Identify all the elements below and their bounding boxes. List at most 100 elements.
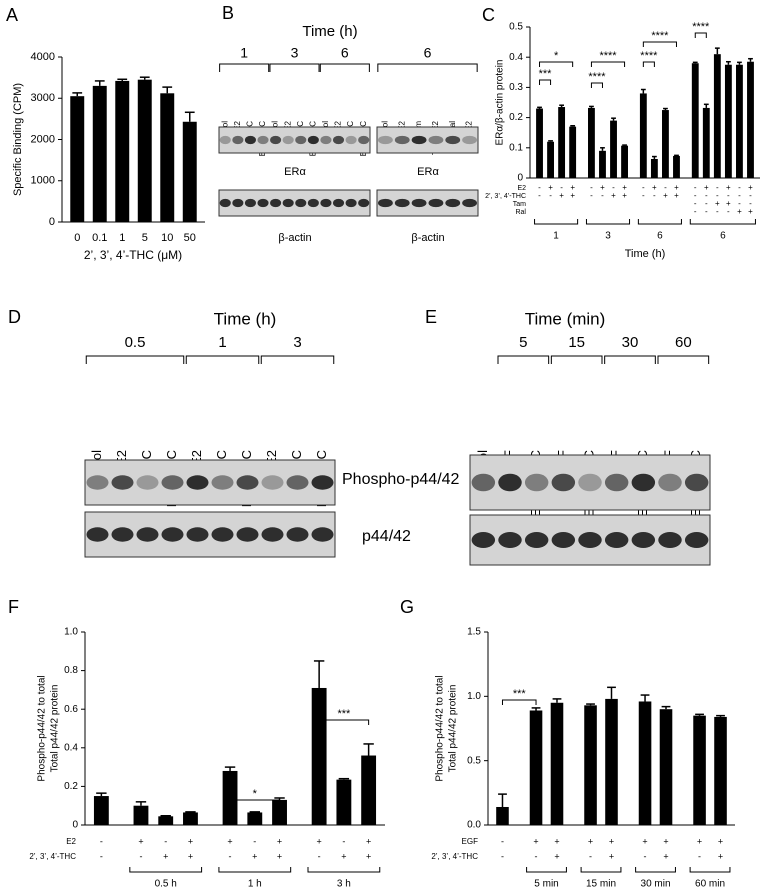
treatment-sign: + bbox=[663, 851, 668, 861]
blot-band bbox=[257, 135, 269, 145]
y-tick-label: 0.6 bbox=[64, 704, 78, 715]
treatment-sign: - bbox=[738, 199, 741, 208]
treatment-sign: - bbox=[229, 851, 232, 861]
blot-band bbox=[631, 532, 656, 548]
blot-band bbox=[236, 527, 259, 542]
treatment-sign: - bbox=[538, 183, 541, 192]
blot-band bbox=[471, 532, 496, 548]
treatment-sign: + bbox=[726, 183, 731, 192]
treatment-sign: + bbox=[611, 191, 616, 200]
treatment-sign: - bbox=[698, 851, 701, 861]
group-label: 1 bbox=[218, 334, 226, 351]
treatment-sign: - bbox=[738, 183, 741, 192]
y-axis-label: Total p44/42 protein bbox=[50, 685, 61, 773]
blot-band bbox=[333, 135, 345, 145]
treatment-label: 2’, 3’, 4’-THC bbox=[485, 193, 526, 200]
band-label: β-actin bbox=[411, 232, 444, 244]
treatment-sign: + bbox=[748, 207, 753, 216]
treatment-sign: - bbox=[501, 851, 504, 861]
blot-band bbox=[311, 475, 334, 490]
blot-band bbox=[498, 532, 522, 548]
blot-strip bbox=[469, 454, 711, 511]
significance-bracket bbox=[590, 82, 603, 88]
blot-band bbox=[161, 475, 184, 490]
significance-bracket bbox=[318, 719, 370, 725]
blot-strip bbox=[218, 189, 371, 217]
bar bbox=[137, 79, 152, 222]
treatment-sign: - bbox=[100, 836, 103, 846]
band-label: β-actin bbox=[278, 232, 311, 244]
panel-letter: E bbox=[425, 307, 437, 327]
treatment-sign: - bbox=[164, 836, 167, 846]
y-tick-label: 0 bbox=[49, 216, 55, 228]
y-tick-label: 0.0 bbox=[467, 820, 481, 831]
bar bbox=[621, 145, 628, 178]
treatment-sign: - bbox=[549, 191, 552, 200]
treatment-sign: + bbox=[748, 183, 753, 192]
group-bracket bbox=[497, 355, 550, 364]
blot-band bbox=[658, 473, 682, 492]
blot-strip bbox=[376, 189, 479, 217]
group-label: 60 bbox=[675, 334, 692, 351]
bar bbox=[92, 85, 107, 222]
treatment-sign: - bbox=[253, 836, 256, 846]
blot-title: Time (h) bbox=[214, 309, 277, 328]
bar bbox=[610, 120, 617, 178]
treatment-sign: + bbox=[366, 836, 371, 846]
blot-band bbox=[282, 198, 294, 208]
panel-letter: G bbox=[400, 597, 414, 617]
treatment-sign: + bbox=[277, 851, 282, 861]
treatment-sign: - bbox=[501, 836, 504, 846]
bar bbox=[724, 64, 732, 178]
treatment-sign: - bbox=[342, 836, 345, 846]
treatment-sign: - bbox=[589, 851, 592, 861]
bar bbox=[693, 715, 706, 825]
treatment-label: 2’, 3’, 4’-THC bbox=[29, 852, 76, 861]
group-bracket bbox=[689, 219, 756, 225]
blot-strip bbox=[218, 126, 371, 154]
bar bbox=[639, 93, 647, 178]
lane-label: E2 bbox=[233, 120, 242, 130]
blot-band bbox=[219, 135, 231, 145]
y-tick-label: 0.5 bbox=[509, 22, 523, 33]
treatment-sign: - bbox=[612, 183, 615, 192]
treatment-sign: - bbox=[139, 851, 142, 861]
treatment-sign: - bbox=[601, 191, 604, 200]
group-bracket bbox=[219, 63, 270, 72]
y-tick-label: 4000 bbox=[31, 51, 55, 63]
group-bracket bbox=[604, 355, 656, 364]
blot-band bbox=[524, 473, 549, 492]
band-label: p44/42 bbox=[362, 528, 411, 545]
significance-label: * bbox=[554, 50, 559, 62]
group-bracket bbox=[85, 355, 185, 364]
group-label: 3 bbox=[293, 334, 301, 351]
treatment-sign: + bbox=[652, 183, 657, 192]
blot-band bbox=[378, 198, 393, 208]
y-tick-label: 2000 bbox=[31, 133, 55, 145]
treatment-sign: + bbox=[554, 836, 559, 846]
group-bracket bbox=[319, 63, 370, 72]
panel-letter: B bbox=[222, 3, 234, 23]
y-tick-label: 0.8 bbox=[64, 665, 78, 676]
blot-band bbox=[394, 135, 410, 145]
y-axis-label: Total p44/42 protein bbox=[448, 685, 459, 773]
treatment-sign: + bbox=[718, 851, 723, 861]
treatment-sign: + bbox=[341, 851, 346, 861]
treatment-sign: - bbox=[716, 207, 719, 216]
blot-band bbox=[295, 198, 307, 208]
blot-band bbox=[658, 532, 682, 548]
group-label: 30 bbox=[622, 334, 639, 351]
bar bbox=[702, 107, 710, 178]
blot-band bbox=[244, 198, 256, 208]
blot-band bbox=[320, 198, 332, 208]
y-axis-label: Specific Binding (CPM) bbox=[12, 83, 24, 196]
blot-band bbox=[111, 527, 134, 542]
treatment-sign: - bbox=[694, 191, 697, 200]
blot-band bbox=[286, 527, 309, 542]
bar bbox=[158, 816, 174, 825]
group-bracket bbox=[377, 63, 478, 72]
y-tick-label: 1000 bbox=[31, 175, 55, 187]
treatment-sign: - bbox=[738, 191, 741, 200]
band-label: ERα bbox=[417, 166, 439, 178]
group-bracket bbox=[185, 355, 260, 364]
